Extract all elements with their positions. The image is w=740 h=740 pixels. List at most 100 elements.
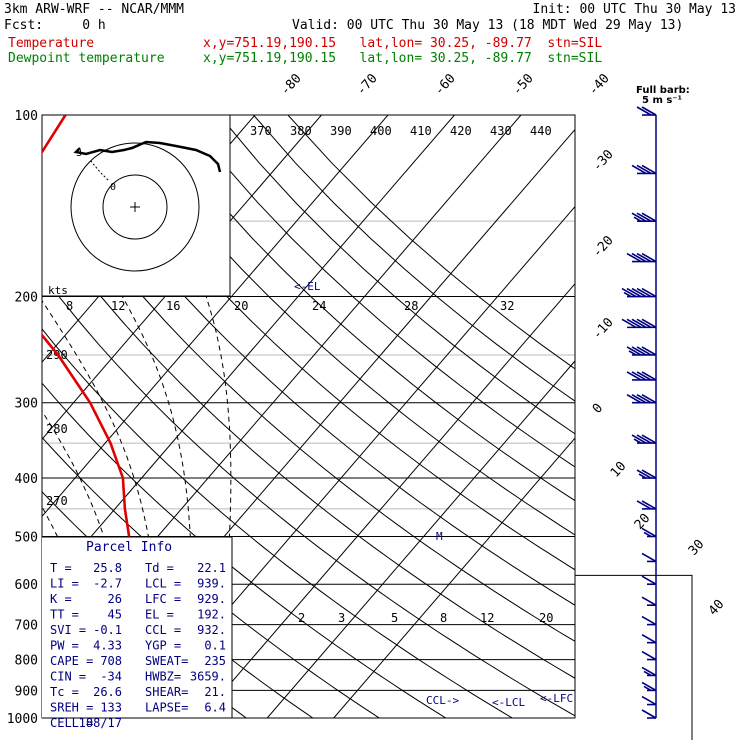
mixing-ratio-label: 12 xyxy=(480,611,494,625)
wind-barb xyxy=(626,252,642,263)
isotherm-label: -40 xyxy=(586,71,613,98)
wind-barb xyxy=(636,164,652,175)
wind-barb xyxy=(641,394,657,404)
speed-label: 24 xyxy=(312,299,326,313)
pressure-tick-label: 600 xyxy=(15,578,38,593)
dewpoint-legend: Dewpoint temperature xyxy=(8,51,165,66)
wind-barb xyxy=(641,615,657,626)
hodograph-height-label: 3 xyxy=(76,148,82,159)
parcel-stat-key: PW = xyxy=(50,639,79,653)
wind-barb xyxy=(641,500,657,510)
pressure-tick-label: 700 xyxy=(15,619,38,634)
parcel-stat-key: K = xyxy=(50,592,72,606)
pressure-tick-label: 400 xyxy=(15,472,38,487)
pressure-tick-label: 100 xyxy=(15,109,38,124)
wind-barb xyxy=(641,346,657,356)
parcel-stat-key: EL = xyxy=(145,608,174,622)
parcel-stat-value: 932. xyxy=(197,623,226,637)
wind-barb xyxy=(626,318,642,329)
parcel-stat-value: 25.8 xyxy=(93,561,122,575)
wind-barb xyxy=(636,371,652,381)
wind-barb xyxy=(626,287,642,298)
wind-barb xyxy=(641,681,657,692)
dry-adiabat-label: 270 xyxy=(46,494,68,508)
parcel-stat-value: -34 xyxy=(100,670,122,684)
theta-label: 420 xyxy=(450,124,472,138)
wind-barb xyxy=(636,500,652,510)
parcel-info-box xyxy=(42,537,232,718)
dry-adiabat-line xyxy=(42,328,513,718)
full-barb-label: Full barb: xyxy=(636,85,690,96)
dry-adiabat-label: 280 xyxy=(46,422,68,436)
theta-label: 400 xyxy=(370,124,392,138)
speed-label: 20 xyxy=(234,299,248,313)
level-annotation: <-LCL xyxy=(492,696,525,709)
isotherm-label: -80 xyxy=(278,71,305,98)
isotherm-label: -30 xyxy=(590,147,617,174)
wind-barb xyxy=(636,252,652,263)
wind-barb xyxy=(641,252,657,263)
model-title: 3km ARW-WRF -- NCAR/MMM xyxy=(4,2,185,17)
pressure-tick-label: 800 xyxy=(15,654,38,669)
dry-adiabat-line xyxy=(80,115,575,571)
wind-barb xyxy=(641,596,657,606)
wind-barb xyxy=(621,318,637,329)
parcel-stat-value: 21. xyxy=(204,685,226,699)
wind-barb-column xyxy=(621,106,657,719)
mixing-ratio-label: 20 xyxy=(539,611,553,625)
hodograph-trace xyxy=(73,140,222,173)
theta-label: 380 xyxy=(290,124,312,138)
init-time: Init: 00 UTC Thu 30 May 13 xyxy=(532,2,737,17)
parcel-stat-value: 929. xyxy=(197,592,226,606)
level-annotation: <-EL xyxy=(294,280,321,293)
parcel-stat-key: LAPSE= xyxy=(145,701,188,715)
hodograph-trace-low xyxy=(89,159,109,181)
wind-barb xyxy=(641,212,657,222)
parcel-stat-key: SREH = xyxy=(50,701,93,715)
wind-barb xyxy=(641,371,657,381)
wind-barb xyxy=(631,164,647,175)
wind-barb xyxy=(631,318,647,329)
isotherm-label: -70 xyxy=(354,71,381,98)
wind-barb xyxy=(641,695,657,706)
dry-adiabat-line xyxy=(42,162,575,642)
pressure-tick-label: 200 xyxy=(15,291,38,306)
wind-barb xyxy=(641,575,657,585)
parcel-stat-value: -0.1 xyxy=(93,623,122,637)
parcel-stat-value: 6.4 xyxy=(204,701,226,715)
isotherm-line xyxy=(200,283,575,718)
dewpoint-location: x,y=751.19,190.15 lat,lon= 30.25, -89.77… xyxy=(203,51,603,66)
parcel-stat-value: 26 xyxy=(108,592,122,606)
parcel-stat-key: CELL = xyxy=(50,716,93,730)
level-annotation: M xyxy=(436,530,443,543)
parcel-stat-key: SVI = xyxy=(50,623,86,637)
dry-adiabat-line xyxy=(218,115,575,435)
parcel-stat-value: 133 xyxy=(100,701,122,715)
speed-label: 12 xyxy=(111,299,125,313)
parcel-stat-value: 192. xyxy=(197,608,226,622)
speed-label: 8 xyxy=(66,299,73,313)
wind-barb xyxy=(631,287,647,298)
mixing-ratio-label: 5 xyxy=(391,611,398,625)
wind-barb xyxy=(641,552,657,563)
isotherm-line xyxy=(42,115,455,595)
parcel-stat-value: 22.1 xyxy=(197,561,226,575)
isotherm-label: -60 xyxy=(432,71,459,98)
wind-barb xyxy=(636,346,652,356)
wind-barb xyxy=(631,252,647,263)
mixing-ratio-label: 8 xyxy=(440,611,447,625)
wind-barb xyxy=(641,318,657,329)
wind-barb xyxy=(641,469,657,479)
full-barb-units: 5 m s⁻¹ xyxy=(642,95,682,106)
parcel-stat-key: HWBZ= xyxy=(145,670,181,684)
parcel-stat-key: LFC = xyxy=(145,592,181,606)
parcel-stat-value: 3659. xyxy=(190,670,226,684)
pressure-tick-label: 300 xyxy=(15,397,38,412)
diagram-frame xyxy=(41,114,576,719)
dry-adiabat-line xyxy=(42,273,575,717)
mixing-ratio-label: 2 xyxy=(298,611,305,625)
wind-barb xyxy=(626,371,642,381)
parcel-stat-key: CAPE = xyxy=(50,654,93,668)
parcel-stat-key: SHEAR= xyxy=(145,685,188,699)
wind-barb xyxy=(631,371,647,381)
